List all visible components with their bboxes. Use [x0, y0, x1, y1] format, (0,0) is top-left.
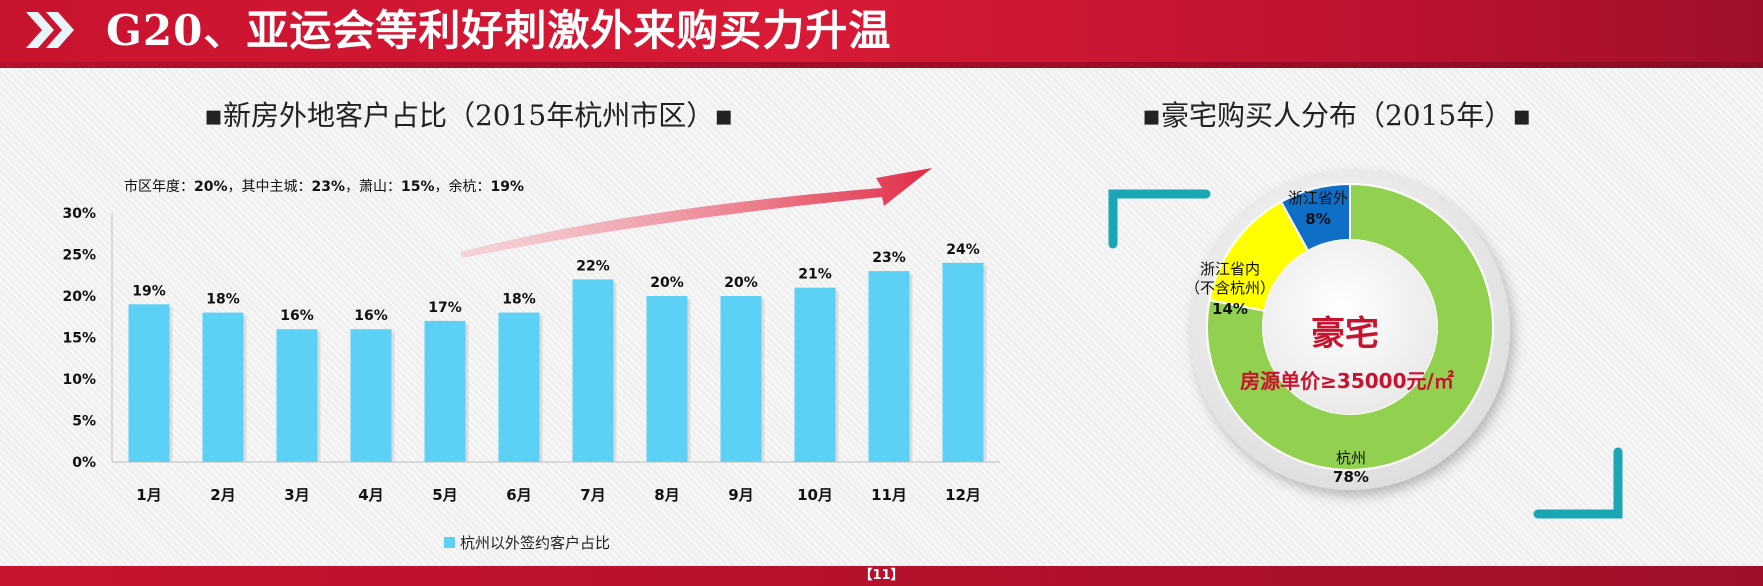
slice-pct-label: 78%: [1333, 468, 1369, 486]
donut-center-subtitle: 房源单价≥35000元/㎡: [1240, 369, 1454, 393]
x-tick-label: 2月: [210, 486, 235, 504]
slice-label-sub: （不含杭州）: [1185, 279, 1275, 297]
x-tick-label: 1月: [136, 486, 161, 504]
bar-value-label: 16%: [280, 308, 314, 324]
bar-value-label: 16%: [354, 308, 388, 324]
x-tick-label: 11月: [871, 486, 907, 504]
bar-value-label: 24%: [946, 242, 980, 258]
slice-label: 杭州: [1336, 449, 1366, 467]
slice-label: 浙江省外: [1288, 189, 1348, 207]
bar-value-label: 19%: [132, 283, 166, 299]
bar: [646, 296, 688, 462]
bar: [202, 312, 244, 462]
footer-bar: [0, 566, 1763, 586]
bar-value-label: 20%: [650, 275, 684, 291]
bar-value-label: 20%: [724, 275, 758, 291]
bar: [424, 320, 466, 462]
x-tick-label: 10月: [797, 486, 833, 504]
bar-value-label: 22%: [576, 258, 610, 274]
header-bar: [0, 0, 1763, 62]
slice-pct-label: 14%: [1212, 300, 1248, 318]
y-tick-label: 0%: [72, 455, 96, 471]
bar: [498, 312, 540, 462]
header-stripe: [0, 62, 1763, 68]
bar: [276, 329, 318, 462]
y-tick-label: 20%: [62, 289, 96, 305]
double-chevron-icon: [26, 12, 74, 48]
y-tick-label: 10%: [62, 372, 96, 388]
x-tick-label: 9月: [728, 486, 753, 504]
bar: [868, 271, 910, 462]
bar: [720, 296, 762, 462]
page-title: G20、亚运会等利好刺激外来购买力升温: [106, 6, 892, 55]
bar-value-label: 21%: [798, 267, 832, 283]
x-tick-label: 6月: [506, 486, 531, 504]
y-tick-label: 25%: [62, 248, 96, 264]
y-tick-label: 30%: [62, 206, 96, 222]
donut-center-title: 豪宅: [1311, 314, 1379, 354]
page-number: 【11】: [859, 568, 904, 583]
corner-bracket-bottom-right: [1533, 447, 1623, 519]
y-tick-label: 5%: [72, 414, 96, 430]
trend-arrow: [460, 168, 932, 258]
x-tick-label: 8月: [654, 486, 679, 504]
donut-center: [1263, 240, 1437, 414]
corner-bracket-top-left: [1108, 189, 1211, 249]
x-tick-label: 5月: [432, 486, 457, 504]
bar: [572, 279, 614, 462]
legend-label: 杭州以外签约客户占比: [460, 534, 610, 552]
bar-value-label: 17%: [428, 300, 462, 316]
bar-value-label: 18%: [502, 292, 536, 308]
x-tick-label: 12月: [945, 486, 981, 504]
x-tick-label: 4月: [358, 486, 383, 504]
donut-chart-title: ▪豪宅购买人分布（2015年）▪: [1142, 99, 1532, 132]
annual-summary-note: 市区年度：20%，其中主城：23%，萧山：15%，余杭：19%: [124, 179, 525, 195]
legend-swatch: [444, 537, 455, 548]
bar: [350, 329, 392, 462]
slice-label: 浙江省内: [1200, 260, 1260, 278]
bar: [794, 287, 836, 462]
bar: [942, 262, 984, 462]
bar-value-label: 18%: [206, 292, 240, 308]
bar-chart-title: ▪新房外地客户占比（2015年杭州市区）▪: [204, 99, 734, 132]
bar: [128, 304, 170, 462]
x-tick-label: 7月: [580, 486, 605, 504]
slice-pct-label: 8%: [1305, 210, 1330, 228]
bar-value-label: 23%: [872, 250, 906, 266]
y-tick-label: 15%: [62, 331, 96, 347]
x-tick-label: 3月: [284, 486, 309, 504]
